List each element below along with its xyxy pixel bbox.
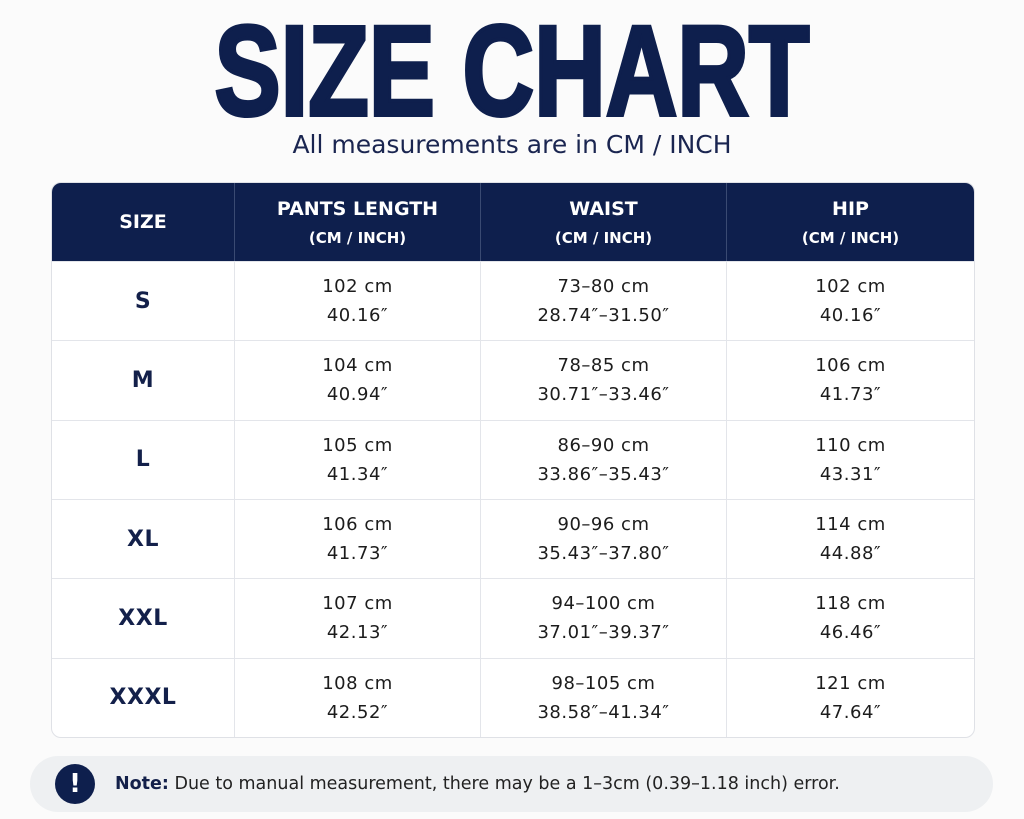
inch-value: 43.31″ bbox=[819, 463, 882, 485]
measure-cell: 114 cm 44.88″ bbox=[726, 499, 974, 579]
title: SIZE CHART bbox=[215, 0, 810, 125]
inch-value: 41.34″ bbox=[326, 463, 389, 485]
measure-cell: 106 cm 41.73″ bbox=[234, 499, 480, 579]
measure-cell: 106 cm 41.73″ bbox=[726, 340, 974, 420]
measure-cell: 110 cm 43.31″ bbox=[726, 419, 974, 499]
inch-value: 41.73″ bbox=[326, 543, 389, 565]
measure-cell: 78–85 cm 30.71″–33.46″ bbox=[480, 340, 726, 420]
cm-value: 105 cm bbox=[322, 434, 393, 456]
cm-value: 118 cm bbox=[815, 593, 886, 615]
inch-value: 28.74″–31.50″ bbox=[537, 305, 670, 327]
column-header: WAIST (CM / INCH) bbox=[480, 183, 726, 261]
column-header: SIZE bbox=[52, 183, 234, 261]
column-unit: (CM / INCH) bbox=[801, 228, 900, 247]
inch-value: 40.16″ bbox=[326, 305, 389, 327]
cm-value: 110 cm bbox=[815, 434, 886, 456]
size-cell: XXL bbox=[52, 578, 234, 657]
cm-value: 86–90 cm bbox=[557, 434, 650, 456]
inch-value: 40.16″ bbox=[819, 305, 882, 327]
column-name: WAIST bbox=[569, 197, 638, 220]
inch-value: 38.58″–41.34″ bbox=[537, 701, 670, 723]
measure-cell: 94–100 cm 37.01″–39.37″ bbox=[480, 578, 726, 658]
inch-value: 37.01″–39.37″ bbox=[537, 622, 670, 644]
note-line: Note: Due to manual measurement, there m… bbox=[115, 774, 840, 794]
inch-value: 30.71″–33.46″ bbox=[537, 384, 670, 406]
measure-cell: 121 cm 47.64″ bbox=[726, 657, 974, 737]
cm-value: 106 cm bbox=[815, 355, 886, 377]
cm-value: 104 cm bbox=[322, 355, 393, 377]
cm-value: 106 cm bbox=[322, 514, 393, 536]
measure-cell: 98–105 cm 38.58″–41.34″ bbox=[480, 657, 726, 737]
size-cell: M bbox=[52, 340, 234, 419]
cm-value: 121 cm bbox=[815, 672, 886, 694]
measure-cell: 107 cm 42.13″ bbox=[234, 578, 480, 658]
inch-value: 40.94″ bbox=[326, 384, 389, 406]
cm-value: 90–96 cm bbox=[557, 514, 650, 536]
measure-cell: 118 cm 46.46″ bbox=[726, 578, 974, 658]
cm-value: 107 cm bbox=[322, 593, 393, 615]
measure-cell: 90–96 cm 35.43″–37.80″ bbox=[480, 499, 726, 579]
cm-value: 102 cm bbox=[322, 276, 393, 298]
column-header: PANTS LENGTH (CM / INCH) bbox=[234, 183, 480, 261]
cm-value: 102 cm bbox=[815, 276, 886, 298]
cm-value: 94–100 cm bbox=[551, 593, 656, 615]
column-name: HIP bbox=[832, 197, 869, 220]
size-cell: S bbox=[52, 261, 234, 340]
column-header: HIP (CM / INCH) bbox=[726, 183, 974, 261]
cm-value: 98–105 cm bbox=[551, 672, 656, 694]
inch-value: 42.52″ bbox=[326, 701, 389, 723]
measure-cell: 102 cm 40.16″ bbox=[726, 261, 974, 341]
inch-value: 35.43″–37.80″ bbox=[537, 543, 670, 565]
cm-value: 73–80 cm bbox=[557, 276, 650, 298]
size-table: SIZE PANTS LENGTH (CM / INCH) WAIST (CM / IN… bbox=[51, 182, 975, 738]
measure-cell: 108 cm 42.52″ bbox=[234, 657, 480, 737]
note-text: Due to manual measurement, there may be … bbox=[174, 774, 840, 794]
column-name: SIZE bbox=[119, 211, 167, 233]
inch-value: 41.73″ bbox=[819, 384, 882, 406]
measure-cell: 86–90 cm 33.86″–35.43″ bbox=[480, 419, 726, 499]
inch-value: 44.88″ bbox=[819, 543, 882, 565]
cm-value: 108 cm bbox=[322, 672, 393, 694]
column-unit: (CM / INCH) bbox=[554, 228, 653, 247]
inch-value: 46.46″ bbox=[819, 622, 882, 644]
title-area: SIZE CHART bbox=[213, 0, 812, 125]
cm-value: 114 cm bbox=[815, 514, 886, 536]
size-cell: XL bbox=[52, 499, 234, 578]
note-icon: ! bbox=[55, 764, 95, 804]
note-bar: ! Note: Due to manual measurement, there… bbox=[30, 756, 993, 812]
measure-cell: 102 cm 40.16″ bbox=[234, 261, 480, 341]
measure-cell: 105 cm 41.34″ bbox=[234, 419, 480, 499]
inch-value: 47.64″ bbox=[819, 701, 882, 723]
measure-cell: 104 cm 40.94″ bbox=[234, 340, 480, 420]
inch-value: 33.86″–35.43″ bbox=[537, 463, 670, 485]
cm-value: 78–85 cm bbox=[557, 355, 650, 377]
note-label: Note: bbox=[115, 774, 169, 794]
column-name: PANTS LENGTH bbox=[276, 197, 439, 220]
column-unit: (CM / INCH) bbox=[308, 228, 407, 247]
inch-value: 42.13″ bbox=[326, 622, 389, 644]
measure-cell: 73–80 cm 28.74″–31.50″ bbox=[480, 261, 726, 341]
size-cell: L bbox=[52, 419, 234, 499]
subtitle: All measurements are in CM / INCH bbox=[292, 130, 732, 159]
size-cell: XXXL bbox=[52, 657, 234, 737]
